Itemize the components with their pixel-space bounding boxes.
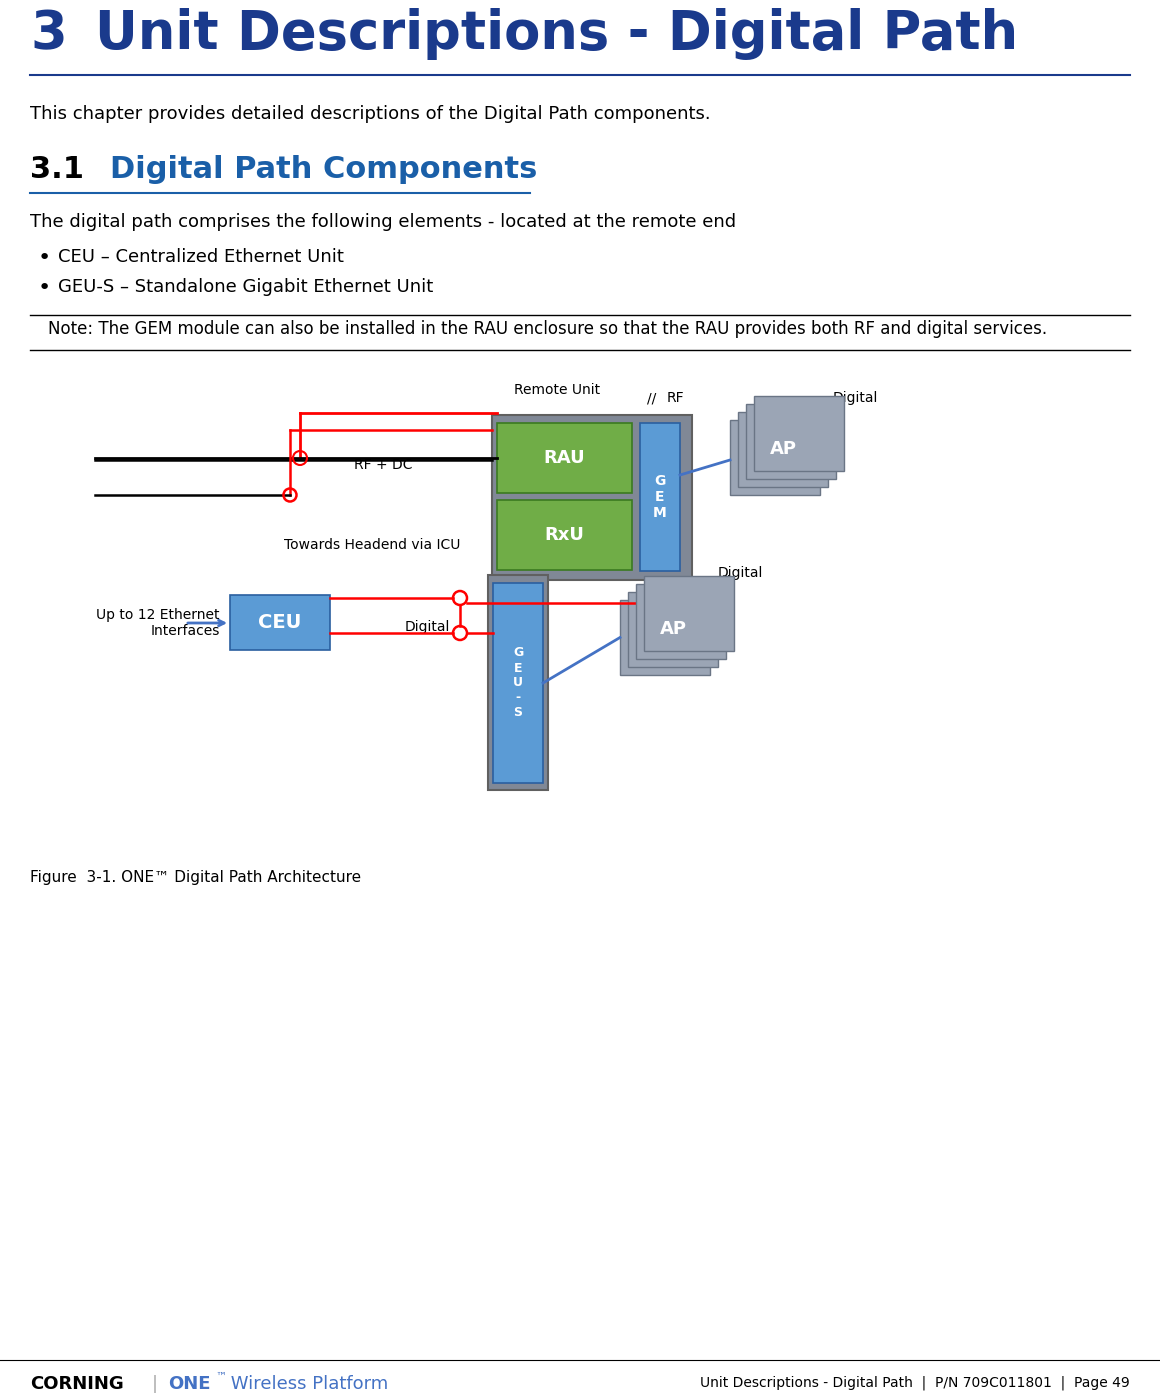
Text: Wireless Platform: Wireless Platform [225,1375,389,1394]
Text: //: // [647,391,657,405]
Text: Remote Unit: Remote Unit [514,384,600,398]
Text: •: • [38,278,51,299]
Text: Digital Path Components: Digital Path Components [110,155,537,184]
Bar [619,600,710,675]
Bar [493,583,543,783]
Bar [492,414,693,580]
Text: AP: AP [769,441,797,459]
Bar [738,412,828,487]
Text: Digital: Digital [717,566,762,580]
Bar [640,423,680,571]
Text: //: // [720,573,730,589]
Text: ONE: ONE [168,1375,210,1394]
Text: ™: ™ [215,1373,226,1382]
Text: Up to 12 Ethernet
Interfaces: Up to 12 Ethernet Interfaces [96,608,220,638]
Bar [644,576,734,651]
Text: This chapter provides detailed descriptions of the Digital Path components.: This chapter provides detailed descripti… [30,105,711,123]
Text: 3.1: 3.1 [30,155,84,184]
Text: G
E
M: G E M [653,474,667,520]
Text: CEU: CEU [259,612,302,632]
Bar [746,405,836,478]
Text: Towards Headend via ICU: Towards Headend via ICU [284,538,461,552]
Text: RF + DC: RF + DC [354,458,412,472]
Text: Digital: Digital [833,391,878,405]
Bar [636,585,726,658]
Text: CEU – Centralized Ethernet Unit: CEU – Centralized Ethernet Unit [58,248,343,266]
Text: The digital path comprises the following elements - located at the remote end: The digital path comprises the following… [30,213,737,232]
Text: •: • [38,248,51,268]
Text: GEU-S – Standalone Gigabit Ethernet Unit: GEU-S – Standalone Gigabit Ethernet Unit [58,278,433,296]
Bar [730,420,820,495]
Text: Digital: Digital [405,619,450,633]
Text: Unit Descriptions - Digital Path  |  P/N 709C011801  |  Page 49: Unit Descriptions - Digital Path | P/N 7… [701,1375,1130,1389]
Bar [496,423,632,492]
Text: G
E
U
-
S: G E U - S [513,646,523,720]
Text: |: | [152,1375,158,1394]
Text: 3: 3 [30,8,67,60]
Text: Note: The GEM module can also be installed in the RAU enclosure so that the RAU : Note: The GEM module can also be install… [48,319,1047,338]
Text: Figure  3-1. ONE™ Digital Path Architecture: Figure 3-1. ONE™ Digital Path Architectu… [30,870,361,884]
Bar [488,575,548,790]
Bar [496,499,632,571]
Text: RxU: RxU [544,526,585,544]
Text: Unit Descriptions - Digital Path: Unit Descriptions - Digital Path [95,8,1018,60]
Text: RF: RF [667,391,684,405]
Text: AP: AP [660,621,687,639]
Bar [754,396,844,472]
Bar [628,591,718,667]
Text: CORNING: CORNING [30,1375,124,1394]
Text: RAU: RAU [544,449,586,467]
Text: //: // [835,398,844,412]
Bar [230,596,329,650]
